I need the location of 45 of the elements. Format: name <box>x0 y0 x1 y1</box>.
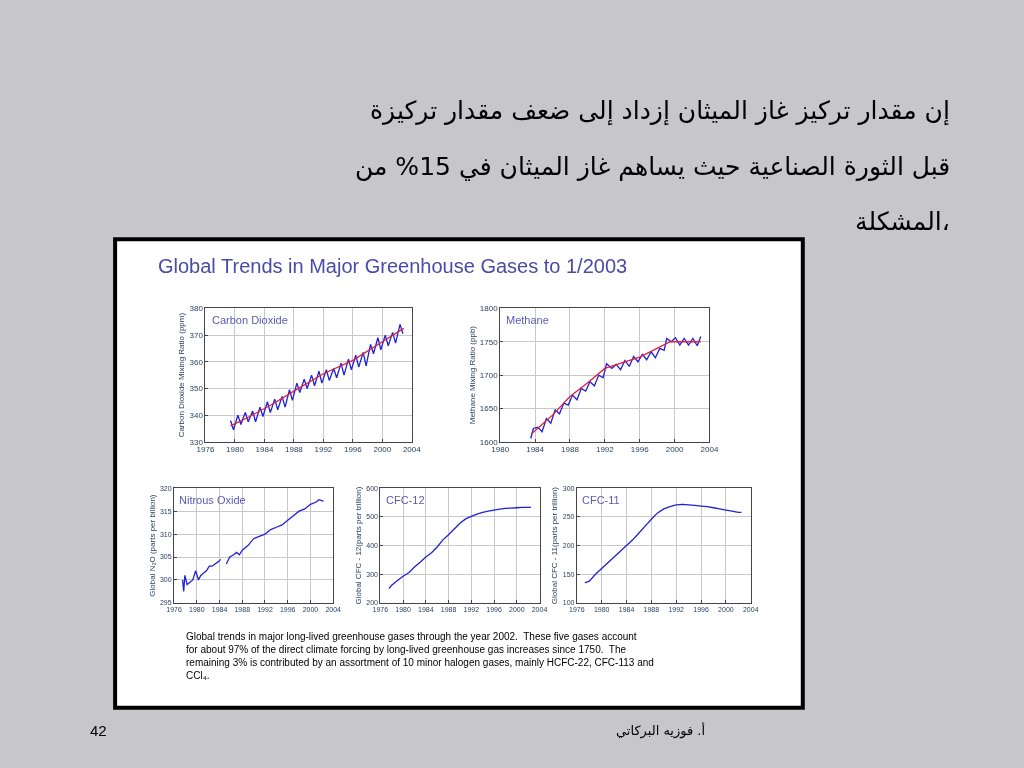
text: المشكلة، <box>855 207 950 236</box>
x-tick-label: 1984 <box>255 445 274 455</box>
y-axis-title: Methane Mixing Ratio (ppb) <box>467 325 477 425</box>
y-tick-label: 360 <box>189 357 204 367</box>
text: أ. فوزيه البركاتي <box>616 722 706 739</box>
x-tick-label: 2000 <box>665 445 685 455</box>
text: قبل الثورة الصناعية حيث يساهم غاز الميثان في 15% من <box>355 152 951 182</box>
x-tick-label: 1992 <box>314 445 333 455</box>
x-tick-label: 2004 <box>700 445 719 455</box>
text: 42 <box>90 722 107 739</box>
text: CFC-11 <box>582 494 620 506</box>
y-axis-title: Global CFC - 11(parts per trillion) <box>550 486 560 605</box>
y-tick-label: 330 <box>189 437 204 447</box>
x-tick-label: 1976 <box>196 445 215 455</box>
x-tick-label: 2000 <box>373 445 392 455</box>
x-tick-label: 1996 <box>343 445 363 455</box>
x-tick-label: 1988 <box>285 445 304 455</box>
line-series <box>584 503 743 584</box>
text: CFC-12 <box>386 494 425 506</box>
x-tick-label: 1996 <box>630 445 650 455</box>
y-tick-label: 1600 <box>479 437 499 447</box>
text: Nitrous Oxide <box>179 494 246 506</box>
y-tick-label: 370 <box>189 330 204 340</box>
text: Global Trends in Major Greenhouse Gases to 1/2003 <box>158 255 628 277</box>
y-tick-label: 1750 <box>479 337 499 347</box>
y-tick-label: 340 <box>189 410 204 420</box>
text: إن مقدار تركيز غاز الميثان إزداد إلى ضعف مقدار تركيزة <box>370 96 950 126</box>
y-axis-title: Global N₂O (parts per billion) <box>147 494 157 597</box>
text: Methane <box>506 314 549 326</box>
x-tick-label: 2004 <box>402 445 422 455</box>
y-tick-label: 1800 <box>479 304 499 314</box>
x-tick-label: 1980 <box>491 445 510 455</box>
y-tick-label: 1650 <box>479 404 499 414</box>
text: Carbon Dioxide <box>212 314 288 326</box>
x-tick-label: 1980 <box>226 445 245 455</box>
y-tick-label: 380 <box>189 304 204 314</box>
y-axis-title: Carbon Dioxide Mixing Ratio (ppm) <box>177 312 187 438</box>
y-axis-title: Global CFC - 12(parts per trillion) <box>353 486 363 605</box>
x-tick-label: 1988 <box>561 445 580 455</box>
y-tick-label: 1700 <box>479 370 499 380</box>
x-tick-label: 1984 <box>526 445 545 455</box>
line-series <box>388 506 532 590</box>
text: Global trends in major long-lived greenhouse gases through the year 2002. These five gases account for about 97% of the direct climate forcing by long-lived greenhouse gas increases since 1750. The remaining 3% is contributed by an assortment of 10 minor halogen gases, mainly HCFC-22, CFC-113 and CCl₄. <box>186 631 654 681</box>
x-tick-label: 1992 <box>595 445 615 455</box>
y-tick-label: 350 <box>189 384 204 394</box>
